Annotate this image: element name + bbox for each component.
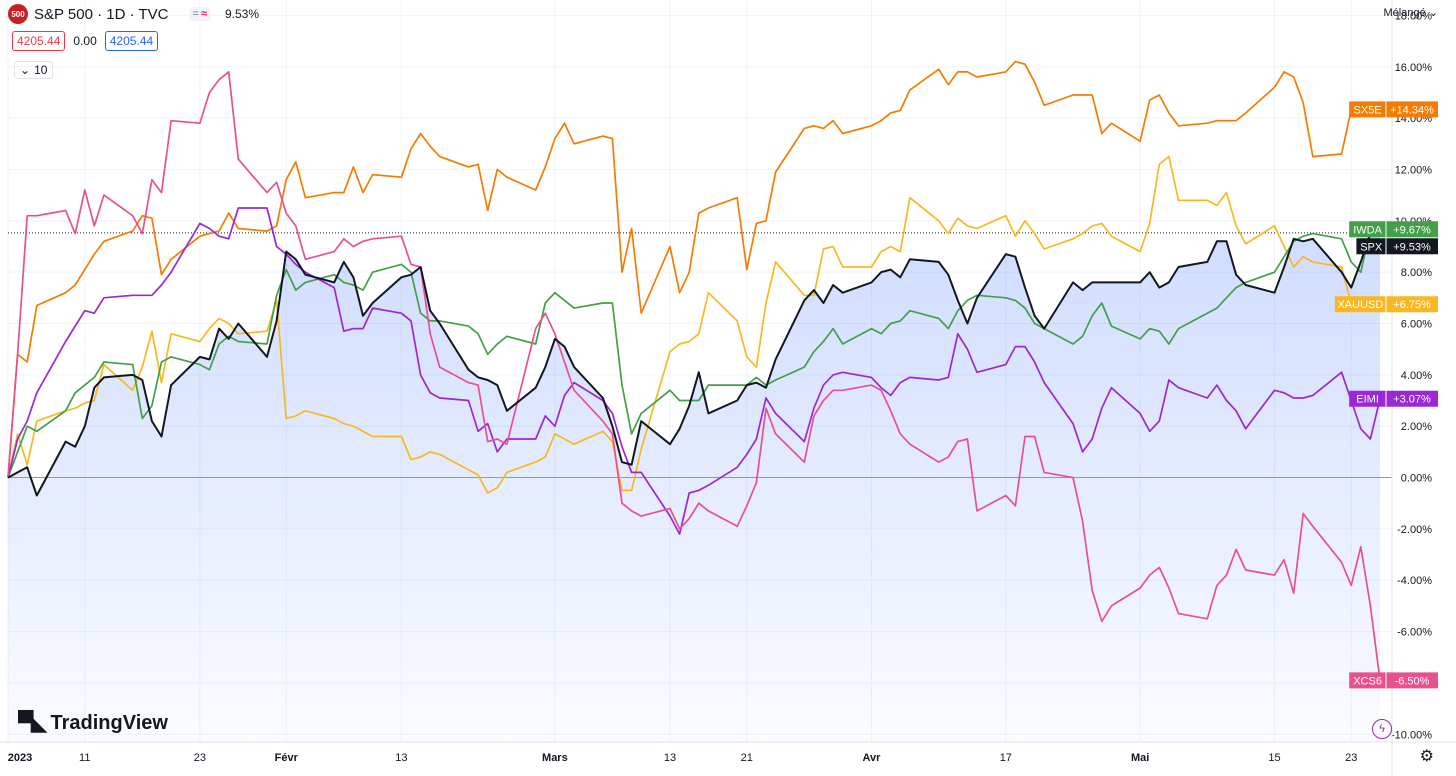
tradingview-wordmark: TradingView bbox=[50, 711, 168, 734]
series-label-xcs6: XCS6 -6.50% bbox=[1349, 672, 1438, 689]
lightning-icon[interactable]: ϟ bbox=[1372, 719, 1392, 739]
series-label-eimi: EIMI +3.07% bbox=[1349, 390, 1438, 407]
series-name: XCS6 bbox=[1353, 675, 1382, 687]
series-name: SPX bbox=[1360, 241, 1383, 253]
series-name: SX5E bbox=[1354, 104, 1382, 116]
series-label-spx: SPX +9.53% bbox=[1356, 238, 1438, 255]
series-name-bg bbox=[1349, 101, 1386, 118]
y-tick-label: 8.00% bbox=[1401, 267, 1432, 279]
chevron-down-icon: ⌄ bbox=[1428, 7, 1438, 19]
price-row: 4205.44 0.00 4205.44 bbox=[12, 31, 159, 51]
y-tick-label: 2.00% bbox=[1401, 421, 1432, 433]
y-tick-label: -10.00% bbox=[1391, 729, 1432, 741]
series-line-eimi[interactable] bbox=[7, 207, 1381, 535]
indicators-toggle[interactable]: ⌄ 10 bbox=[14, 61, 54, 79]
y-tick-label: 12.00% bbox=[1395, 164, 1433, 176]
x-tick-label: 21 bbox=[741, 752, 753, 764]
series-name: XAUUSD bbox=[1337, 299, 1383, 311]
approx-icon: ≈ bbox=[200, 8, 207, 20]
series-name-bg bbox=[1349, 390, 1386, 407]
buy-price[interactable]: 4205.44 bbox=[104, 31, 159, 51]
tradingview-mark-icon: ▀◣ bbox=[18, 710, 47, 735]
series-value: +6.75% bbox=[1393, 299, 1431, 311]
series-line-spx[interactable] bbox=[7, 231, 1381, 497]
scale-mode-label: Mélangé bbox=[1383, 7, 1426, 19]
y-tick-label: 0.00% bbox=[1401, 473, 1432, 485]
series-value-bg bbox=[1386, 101, 1438, 118]
symbol-logo: 500 bbox=[8, 4, 28, 24]
y-tick-label: -6.00% bbox=[1397, 627, 1432, 639]
series-name-bg bbox=[1349, 221, 1386, 238]
x-axis[interactable]: 2023 11 23 Févr 13 Mars 13 21 Avr 17 Mai 15 23 bbox=[0, 741, 1456, 764]
series-value: +14.34% bbox=[1390, 104, 1434, 116]
x-tick-label: 15 bbox=[1268, 752, 1280, 764]
series-name: IWDA bbox=[1353, 224, 1382, 236]
series-label-iwda: IWDA +9.67% bbox=[1349, 221, 1438, 238]
series-value: -6.50% bbox=[1395, 675, 1430, 687]
y-tick-label: 4.00% bbox=[1401, 370, 1432, 382]
series-value-bg bbox=[1386, 672, 1438, 689]
x-tick-label: 13 bbox=[395, 752, 407, 764]
series-name: EIMI bbox=[1356, 394, 1379, 406]
scale-mode[interactable]: Mélangé ⌄ bbox=[1384, 6, 1438, 19]
series-value-bg bbox=[1386, 221, 1438, 238]
x-tick-label: 23 bbox=[194, 752, 206, 764]
series-labels: SX5E +14.34% IWDA +9.67% SPX +9.53% XAUUSD +6.7… bbox=[1334, 101, 1438, 689]
x-tick-label: Févr bbox=[275, 752, 299, 764]
series-line-xcs6[interactable] bbox=[7, 71, 1381, 681]
gear-icon[interactable]: ⚙ bbox=[1419, 748, 1434, 765]
x-tick-label: 23 bbox=[1345, 752, 1357, 764]
x-tick-label: Avr bbox=[863, 752, 882, 764]
series-name-bg bbox=[1349, 672, 1386, 689]
series-name-bg bbox=[1356, 238, 1386, 255]
x-tick-label: 2023 bbox=[8, 752, 32, 764]
series-value: +9.53% bbox=[1393, 241, 1431, 253]
series-lines bbox=[7, 60, 1381, 681]
x-tick-label: 11 bbox=[79, 752, 90, 764]
series-value-bg bbox=[1386, 238, 1438, 255]
series-line-xauusd[interactable] bbox=[7, 155, 1380, 494]
y-tick-label: 6.00% bbox=[1401, 319, 1432, 331]
series-value-bg bbox=[1386, 296, 1438, 313]
series-value-bg bbox=[1386, 390, 1438, 407]
series-line-sx5e[interactable] bbox=[7, 60, 1380, 478]
series-value: +9.67% bbox=[1393, 224, 1431, 236]
series-value: +3.07% bbox=[1393, 394, 1431, 406]
series-name-bg bbox=[1334, 296, 1386, 313]
y-tick-label: 16.00% bbox=[1395, 62, 1433, 74]
tradingview-logo: ▀◣ TradingView bbox=[18, 710, 168, 736]
series-label-xauusd: XAUUSD +6.75% bbox=[1334, 296, 1438, 313]
y-tick-label: -2.00% bbox=[1397, 524, 1432, 536]
spread-value: 0.00 bbox=[73, 34, 97, 48]
symbol-title[interactable]: S&P 500 · 1D · TVC bbox=[34, 5, 169, 23]
chevron-down-icon: ⌄ bbox=[20, 63, 31, 77]
y-tick-label: 18.00% bbox=[1395, 10, 1433, 22]
series-label-sx5e: SX5E +14.34% bbox=[1349, 101, 1438, 118]
indicator-count: 10 bbox=[34, 63, 48, 77]
change-percent: 9.53% bbox=[225, 7, 260, 21]
compare-mode-pill[interactable]: = ≈ bbox=[188, 7, 211, 21]
area-fills bbox=[8, 232, 1380, 742]
x-tick-label: Mai bbox=[1131, 752, 1149, 764]
chart-header: 500 S&P 500 · 1D · TVC = ≈ 9.53% bbox=[8, 4, 259, 24]
equal-icon: = bbox=[192, 8, 199, 20]
x-tick-label: Mars bbox=[542, 752, 568, 764]
x-tick-label: 17 bbox=[1000, 752, 1012, 764]
sell-price[interactable]: 4205.44 bbox=[12, 31, 66, 51]
x-tick-label: 13 bbox=[664, 752, 676, 764]
area-fill-spx bbox=[8, 232, 1380, 742]
y-tick-label: -4.00% bbox=[1397, 575, 1432, 587]
